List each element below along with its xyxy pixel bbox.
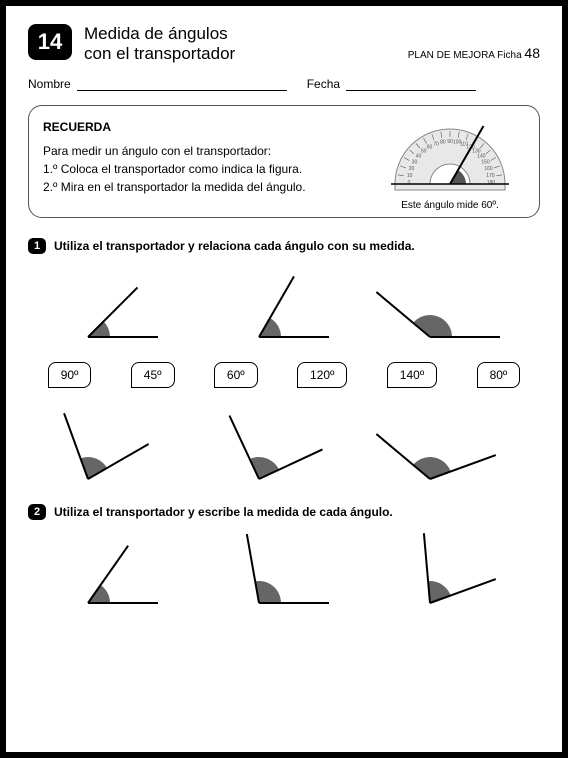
- angle-diagram: [380, 523, 530, 618]
- name-date-fields: Nombre Fecha: [28, 77, 540, 91]
- angle-cell: [38, 264, 188, 352]
- angle-diagram: [380, 399, 530, 494]
- svg-text:160: 160: [484, 166, 493, 172]
- angle-diagram: [380, 257, 530, 352]
- protractor-figure: 0102030405060708090100110120130140150160…: [375, 118, 525, 211]
- title-line-2: con el transportador: [84, 44, 396, 64]
- svg-text:170: 170: [486, 173, 495, 179]
- exercise-2: 2 Utiliza el transportador y escribe la …: [28, 504, 540, 618]
- ex1-text: Utiliza el transportador y relaciona cad…: [54, 239, 415, 253]
- angle-cell: [380, 264, 530, 352]
- plan-ref: PLAN DE MEJORA Ficha 48: [408, 45, 540, 63]
- svg-text:10: 10: [407, 173, 413, 179]
- svg-text:60: 60: [427, 145, 433, 151]
- worksheet-header: 14 Medida de ángulos con el transportado…: [28, 24, 540, 63]
- recuerda-title: RECUERDA: [43, 118, 365, 136]
- degree-label: 60º: [214, 362, 258, 388]
- nombre-field: Nombre: [28, 77, 287, 91]
- angle-diagram: [38, 523, 188, 618]
- nombre-label: Nombre: [28, 77, 71, 91]
- recuerda-intro: Para medir un ángulo con el transportado…: [43, 142, 365, 160]
- ex1-angles-row2: [28, 406, 540, 494]
- ex1-number: 1: [28, 238, 46, 254]
- angle-cell: [209, 264, 359, 352]
- svg-text:180: 180: [487, 180, 496, 186]
- ex1-labels-row: 90º 45º 60º 120º 140º 80º: [28, 362, 540, 388]
- degree-label: 140º: [387, 362, 437, 388]
- angle-diagram: [209, 399, 359, 494]
- exercise-1: 1 Utiliza el transportador y relaciona c…: [28, 238, 540, 494]
- fecha-line[interactable]: [346, 77, 476, 91]
- svg-text:150: 150: [481, 160, 490, 166]
- svg-text:70: 70: [433, 142, 439, 148]
- degree-label: 80º: [477, 362, 521, 388]
- svg-text:0: 0: [408, 180, 411, 186]
- angle-cell: [209, 406, 359, 494]
- ex2-angles-row: [28, 530, 540, 618]
- fecha-field: Fecha: [307, 77, 476, 91]
- nombre-line[interactable]: [77, 77, 287, 91]
- fecha-label: Fecha: [307, 77, 340, 91]
- degree-label: 45º: [131, 362, 175, 388]
- title-block: Medida de ángulos con el transportador: [84, 24, 396, 63]
- angle-diagram: [38, 399, 188, 494]
- degree-label: 90º: [48, 362, 92, 388]
- plan-number: 48: [524, 45, 540, 61]
- ex1-header: 1 Utiliza el transportador y relaciona c…: [28, 238, 540, 254]
- ex1-angles-row1: [28, 264, 540, 352]
- degree-label: 120º: [297, 362, 347, 388]
- ex2-text: Utiliza el transportador y escribe la me…: [54, 505, 393, 519]
- recuerda-step1: 1.º Coloca el transportador como indica …: [43, 160, 365, 178]
- svg-text:80: 80: [440, 140, 446, 146]
- svg-text:20: 20: [409, 166, 415, 172]
- angle-cell: [209, 530, 359, 618]
- ex2-number: 2: [28, 504, 46, 520]
- angle-cell: [380, 530, 530, 618]
- recuerda-text: RECUERDA Para medir un ángulo con el tra…: [43, 118, 365, 211]
- lesson-number-badge: 14: [28, 24, 72, 60]
- svg-text:30: 30: [412, 160, 418, 166]
- plan-prefix: PLAN DE MEJORA Ficha: [408, 50, 522, 61]
- angle-cell: [38, 406, 188, 494]
- protractor-caption: Este ángulo mide 60º.: [375, 200, 525, 211]
- recuerda-box: RECUERDA Para medir un ángulo con el tra…: [28, 105, 540, 218]
- angle-diagram: [209, 257, 359, 352]
- recuerda-step2: 2.º Mira en el transportador la medida d…: [43, 178, 365, 196]
- angle-cell: [380, 406, 530, 494]
- title-line-1: Medida de ángulos: [84, 24, 396, 44]
- angle-diagram: [38, 257, 188, 352]
- angle-cell: [38, 530, 188, 618]
- angle-diagram: [209, 523, 359, 618]
- protractor-icon: 0102030405060708090100110120130140150160…: [380, 118, 520, 196]
- ex2-header: 2 Utiliza el transportador y escribe la …: [28, 504, 540, 520]
